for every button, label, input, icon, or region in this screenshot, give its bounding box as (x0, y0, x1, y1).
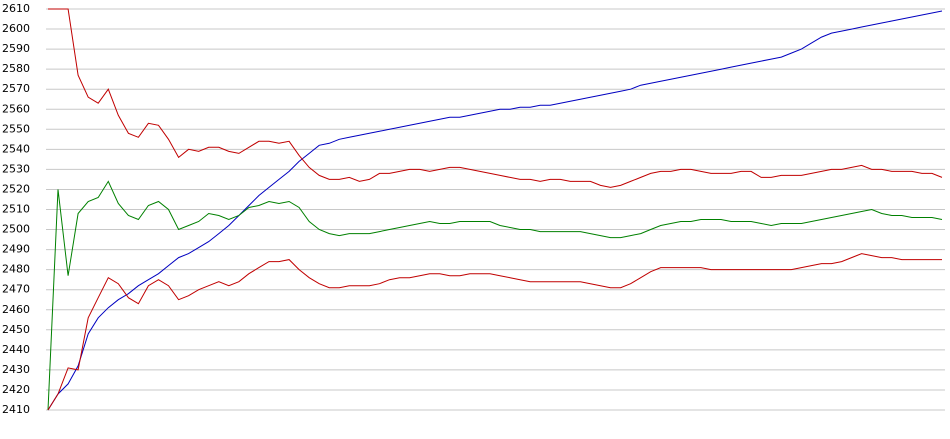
y-tick-label: 2440 (2, 343, 30, 356)
y-tick-label: 2610 (2, 2, 30, 15)
series-line (47, 253, 942, 411)
y-tick-label: 2580 (2, 62, 30, 75)
y-tick-label: 2450 (2, 323, 30, 336)
y-tick-label: 2520 (2, 182, 30, 195)
y-tick-label: 2470 (2, 283, 30, 296)
y-tick-label: 2550 (2, 122, 30, 135)
y-tick-label: 2570 (2, 82, 30, 95)
y-tick-label: 2420 (2, 383, 30, 396)
y-tick-label: 2430 (2, 363, 30, 376)
y-tick-label: 2510 (2, 203, 30, 216)
y-tick-label: 2530 (2, 162, 30, 175)
y-tick-label: 2540 (2, 142, 30, 155)
y-tick-label: 2600 (2, 22, 30, 35)
y-tick-label: 2490 (2, 243, 30, 256)
y-tick-label: 2590 (2, 42, 30, 55)
y-tick-label: 2560 (2, 102, 30, 115)
series-line (47, 10, 943, 411)
y-tick-label: 2480 (2, 263, 30, 276)
y-tick-label: 2410 (2, 403, 30, 416)
series-line (48, 8, 943, 188)
series-line (47, 180, 943, 411)
y-tick-label: 2460 (2, 303, 30, 316)
y-tick-label: 2500 (2, 223, 30, 236)
